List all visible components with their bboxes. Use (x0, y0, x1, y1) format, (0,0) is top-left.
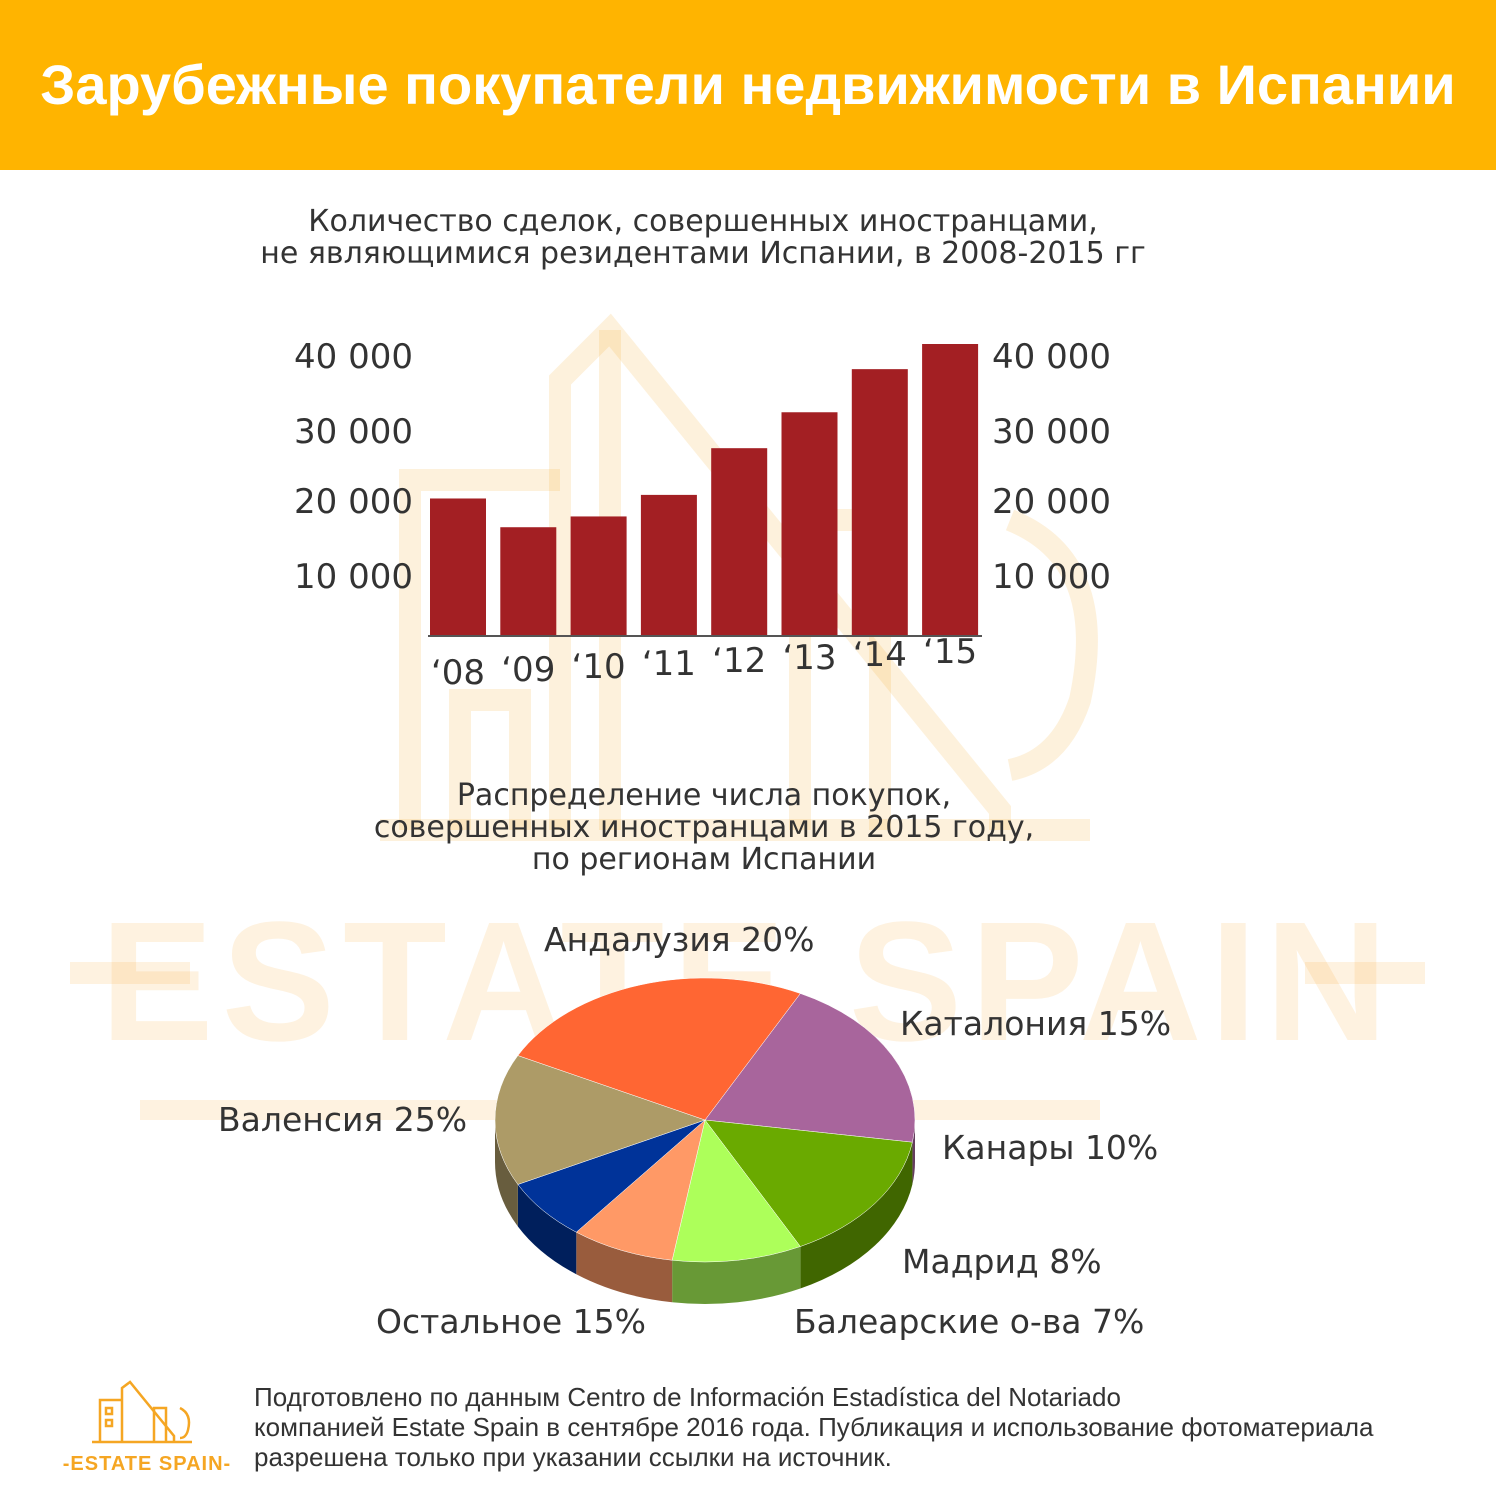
pie-label-madrid: Мадрид 8% (902, 1242, 1102, 1281)
pie-side-0 (912, 1120, 915, 1185)
y-tick-right: 10 000 (992, 557, 1111, 597)
bar-3 (640, 494, 697, 635)
pie-label-canary: Канары 10% (942, 1128, 1159, 1167)
y-tick-right: 30 000 (992, 412, 1111, 452)
x-tick-label: ‘14 (852, 635, 907, 675)
bar-2 (570, 516, 627, 635)
pie-side-5 (495, 1120, 518, 1227)
pie-slices (494, 977, 916, 1263)
x-tick-label: ‘08 (430, 653, 486, 693)
x-tick-label: ‘10 (571, 647, 626, 687)
pie-label-catalonia: Каталония 15% (900, 1004, 1172, 1043)
bar-7 (922, 344, 979, 635)
bar-6 (851, 369, 908, 635)
svg-text:-ESTATE SPAIN-: -ESTATE SPAIN- (63, 1453, 231, 1475)
estate-spain-logo: -ESTATE SPAIN- (63, 1380, 231, 1475)
pie-side-2 (672, 1246, 801, 1304)
footer-line: разрешена только при указании ссылки на … (254, 1442, 892, 1472)
pie-slice-6 (517, 977, 801, 1121)
bar-chart-title: Количество сделок, совершенных иностранц… (148, 206, 1258, 270)
pie-side-3 (576, 1232, 673, 1303)
pie-label-balearic: Балеарские о-ва 7% (794, 1302, 1145, 1341)
footer-source-note: Подготовлено по данным Centro de Informa… (254, 1382, 1454, 1472)
page-title: Зарубежные покупатели недвижимости в Исп… (40, 53, 1456, 116)
bar-4 (711, 448, 768, 635)
bar-0 (430, 498, 486, 635)
x-tick-label: ‘12 (712, 641, 767, 681)
pie-title-line: совершенных иностранцами в 2015 году, (373, 810, 1035, 845)
pie-slice-0 (704, 993, 916, 1143)
bar-title-line: не являющимися резидентами Испании, в 20… (260, 236, 1146, 271)
bar-chart (428, 344, 982, 637)
footer-line: Подготовлено по данным Centro de Informa… (254, 1382, 1121, 1412)
x-tick-label: ‘11 (641, 644, 696, 684)
y-tick-left: 20 000 (294, 482, 413, 522)
bar-title-line: Количество сделок, совершенных иностранц… (308, 204, 1098, 239)
x-tick-label: ‘13 (782, 638, 837, 678)
pie-label-other: Остальное 15% (376, 1302, 647, 1341)
pie-side-walls (495, 1120, 915, 1304)
y-tick-left: 30 000 (294, 412, 413, 452)
header-banner: Зарубежные покупатели недвижимости в Исп… (0, 0, 1496, 170)
pie-side-1 (800, 1142, 913, 1289)
bar-1 (500, 527, 557, 635)
pie-slice-3 (575, 1119, 706, 1261)
pie-slice-1 (704, 1119, 913, 1247)
pie-slice-5 (494, 1055, 706, 1185)
pie-chart-title: Распределение числа покупок, совершенных… (254, 780, 1154, 876)
pie-title-line: Распределение числа покупок, (456, 778, 952, 813)
y-tick-left: 10 000 (294, 557, 413, 597)
y-tick-right: 40 000 (992, 337, 1111, 377)
y-tick-right: 20 000 (992, 482, 1111, 522)
pie-slice-2 (671, 1119, 801, 1263)
pie-side-4 (517, 1184, 577, 1275)
x-tick-label: ‘15 (923, 632, 978, 672)
pie-title-line: по регионам Испании (531, 842, 877, 877)
pie-label-valencia: Валенсия 25% (218, 1100, 468, 1139)
pie-label-andalusia: Андалузия 20% (544, 920, 815, 959)
bar-5 (781, 412, 838, 635)
x-tick-label: ‘09 (501, 650, 556, 690)
footer-line: компанией Estate Spain в сентябре 2016 г… (254, 1412, 1374, 1442)
y-tick-left: 40 000 (294, 337, 413, 377)
